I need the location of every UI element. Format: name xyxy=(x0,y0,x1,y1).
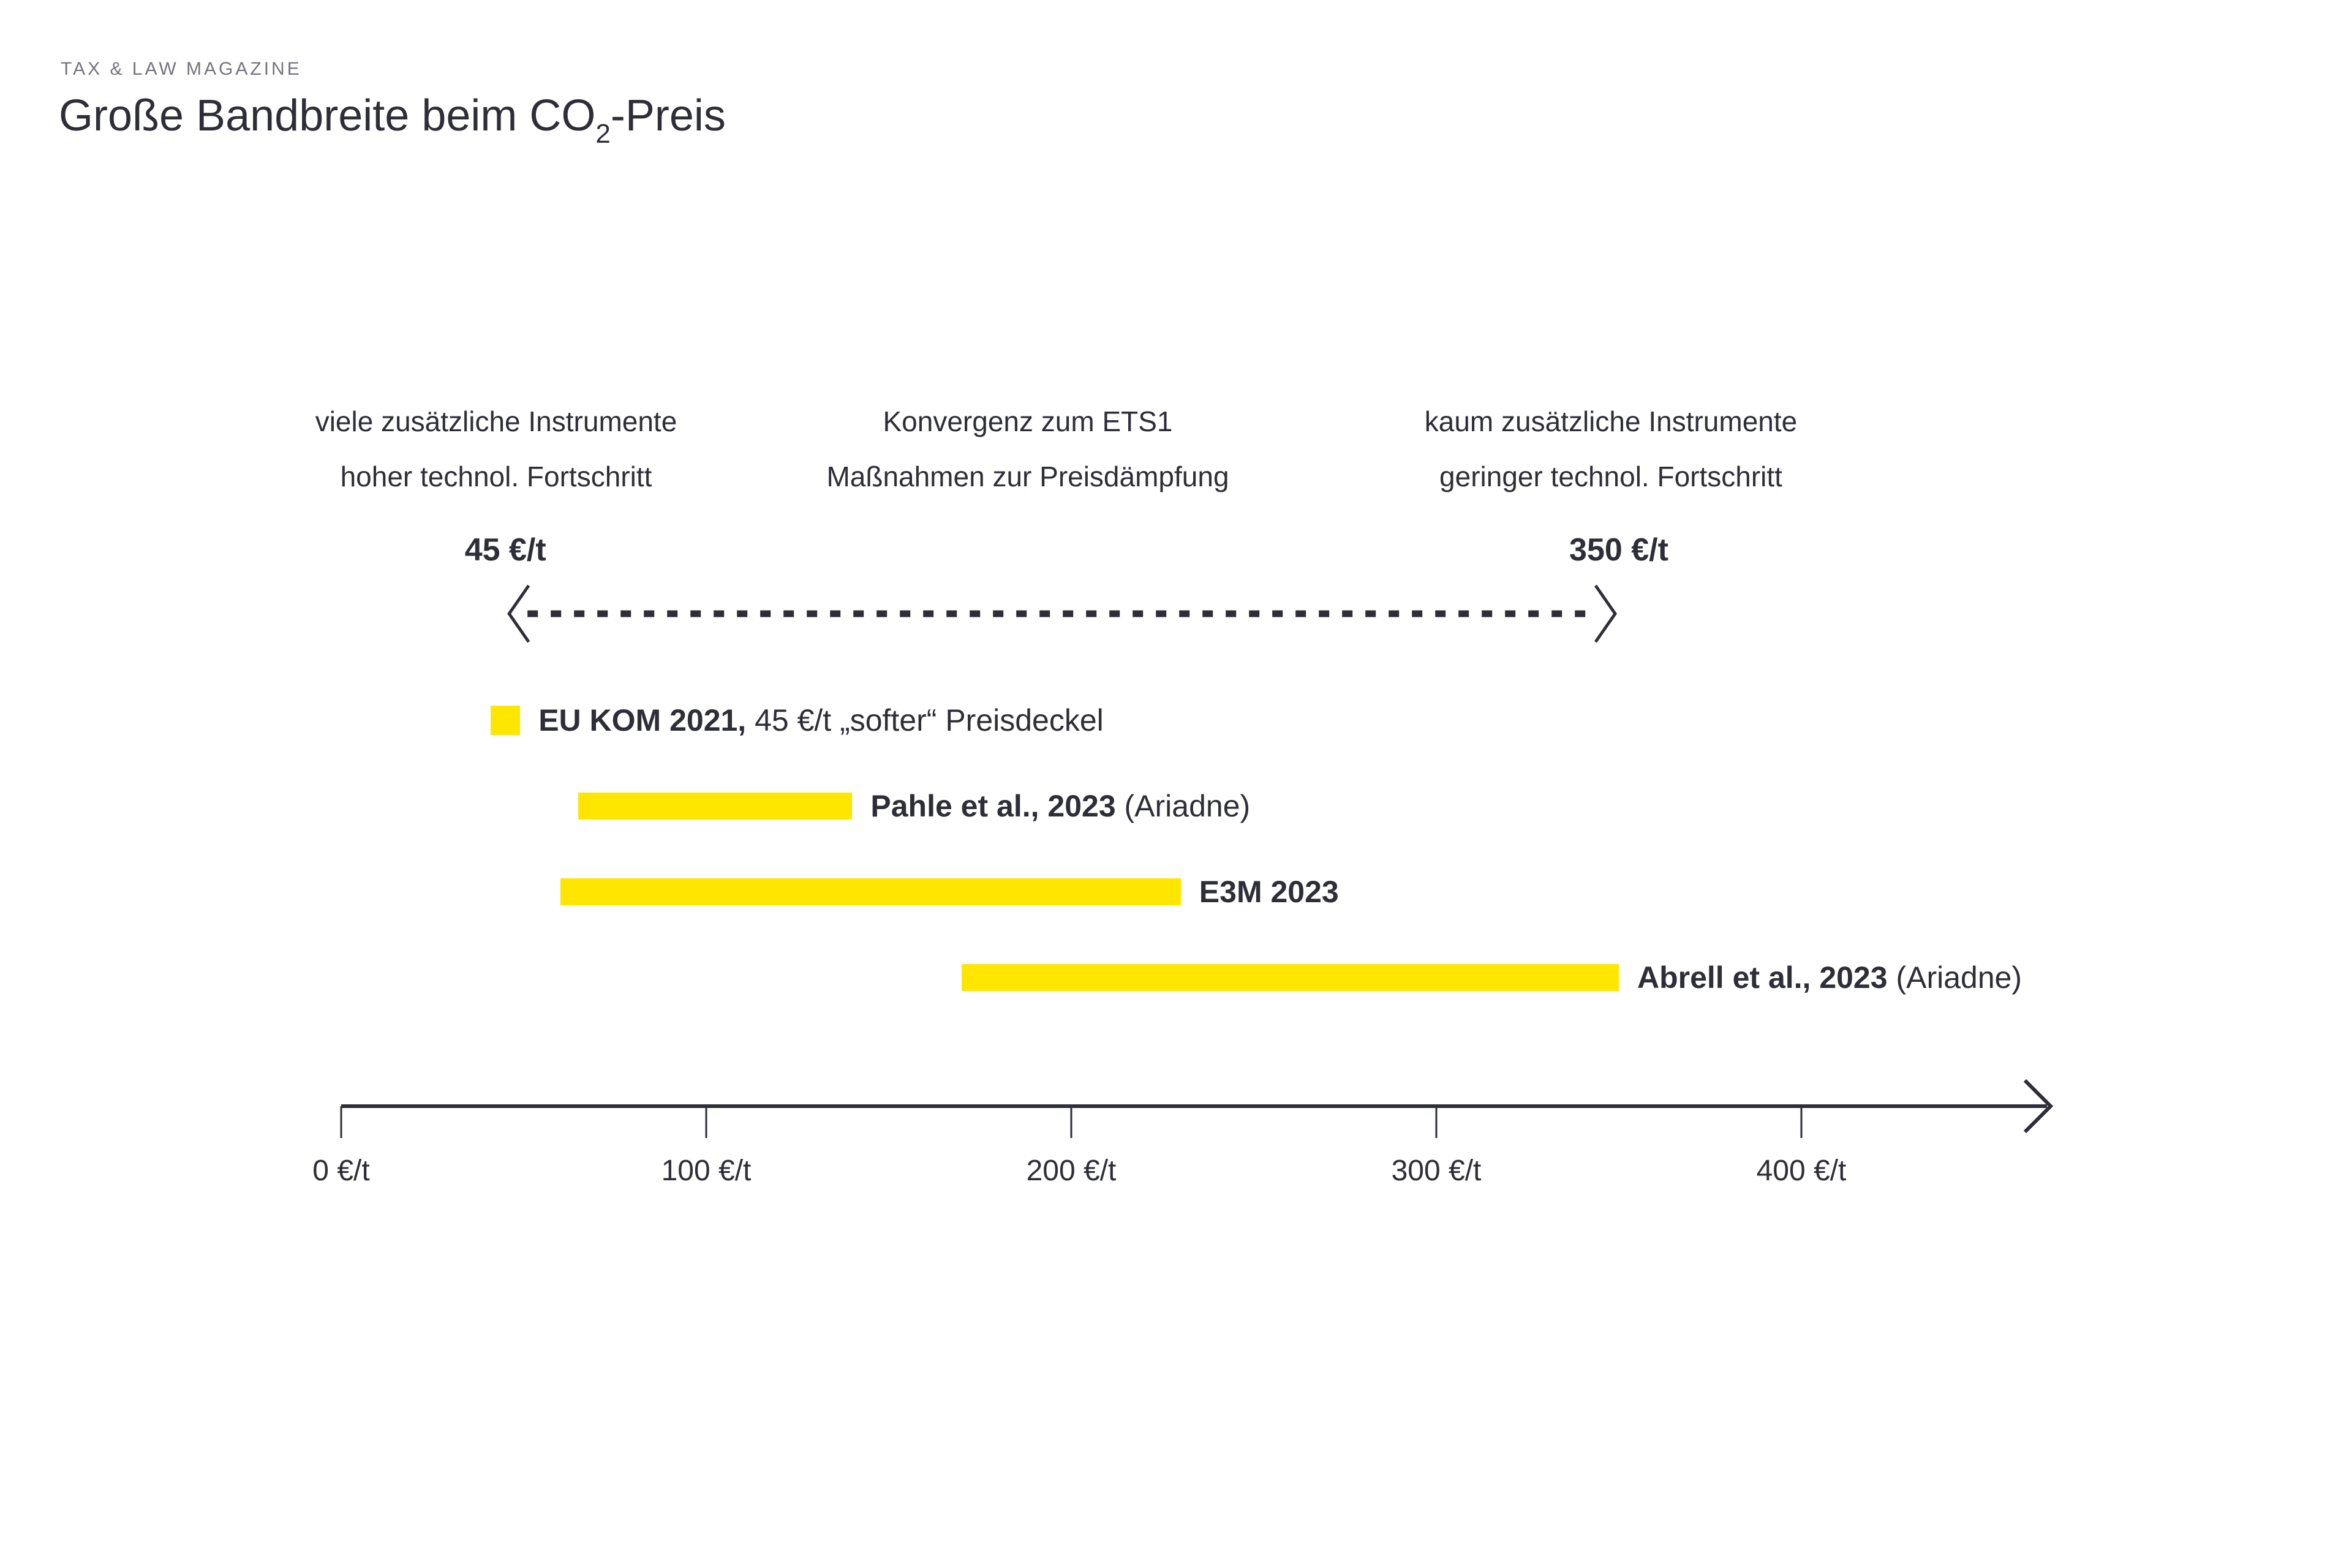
point-marker-eu-kom-2021 xyxy=(491,706,521,735)
range-arrow-left-head-icon xyxy=(507,584,530,643)
series-label-regular: (Ariadne) xyxy=(1887,960,2022,995)
range-bar-abrell-2023 xyxy=(962,964,1619,991)
title-subscript: 2 xyxy=(595,119,611,149)
legend-row-e3m-2023: E3M 2023 xyxy=(0,875,2352,909)
scenario-line: Konvergenz zum ETS1 xyxy=(883,405,1173,437)
magazine-kicker: TAX & LAW MAGAZINE xyxy=(61,59,302,79)
scenario-line: kaum zusätzliche Instrumente xyxy=(1424,405,1798,437)
series-label-regular: 45 €/t „softer“ Preisdeckel xyxy=(746,703,1104,737)
series-label-abrell-2023: Abrell et al., 2023 (Ariadne) xyxy=(1637,960,2022,995)
series-label-pahle-2023: Pahle et al., 2023 (Ariadne) xyxy=(870,791,1250,821)
series-label-bold: EU KOM 2021, xyxy=(538,703,747,737)
range-arrow-right-head-icon xyxy=(1594,584,1618,643)
legend-row-eu-kom-2021: EU KOM 2021, 45 €/t „softer“ Preisdeckel xyxy=(0,703,2352,737)
range-min-price-label: 45 €/t xyxy=(464,532,546,568)
title-text: Große Bandbreite beim CO xyxy=(59,91,596,140)
scenario-line: Maßnahmen zur Preisdämpfung xyxy=(826,461,1229,492)
title-text-suffix: -Preis xyxy=(610,91,726,140)
scenario-column-middle: Konvergenz zum ETS1 Maßnahmen zur Preisd… xyxy=(783,404,1273,494)
legend-row-pahle-2023: Pahle et al., 2023 (Ariadne) xyxy=(0,791,2352,821)
axis-arrowhead-icon xyxy=(2023,1079,2054,1134)
range-max-price-label: 350 €/t xyxy=(1569,532,1668,568)
scenario-line: geringer technol. Fortschritt xyxy=(1439,461,1782,492)
scenario-column-right: kaum zusätzliche Instrumente geringer te… xyxy=(1366,404,1856,494)
legend-row-abrell-2023: Abrell et al., 2023 (Ariadne) xyxy=(0,960,2352,995)
scenario-line: hoher technol. Fortschritt xyxy=(340,461,652,492)
series-label-eu-kom-2021: EU KOM 2021, 45 €/t „softer“ Preisdeckel xyxy=(538,703,1104,737)
series-label-e3m-2023: E3M 2023 xyxy=(1199,875,1339,909)
scenario-column-left: viele zusätzliche Instrumente hoher tech… xyxy=(251,404,741,494)
series-label-bold: E3M 2023 xyxy=(1199,875,1339,909)
range-bar-pahle-2023 xyxy=(578,793,853,820)
series-label-regular: (Ariadne) xyxy=(1115,789,1251,823)
series-label-bold: Abrell et al., 2023 xyxy=(1637,960,1888,995)
page-title: Große Bandbreite beim CO2-Preis xyxy=(59,91,726,150)
scenario-line: viele zusätzliche Instrumente xyxy=(315,405,677,437)
series-label-bold: Pahle et al., 2023 xyxy=(870,789,1116,823)
range-bar-e3m-2023 xyxy=(560,878,1181,905)
